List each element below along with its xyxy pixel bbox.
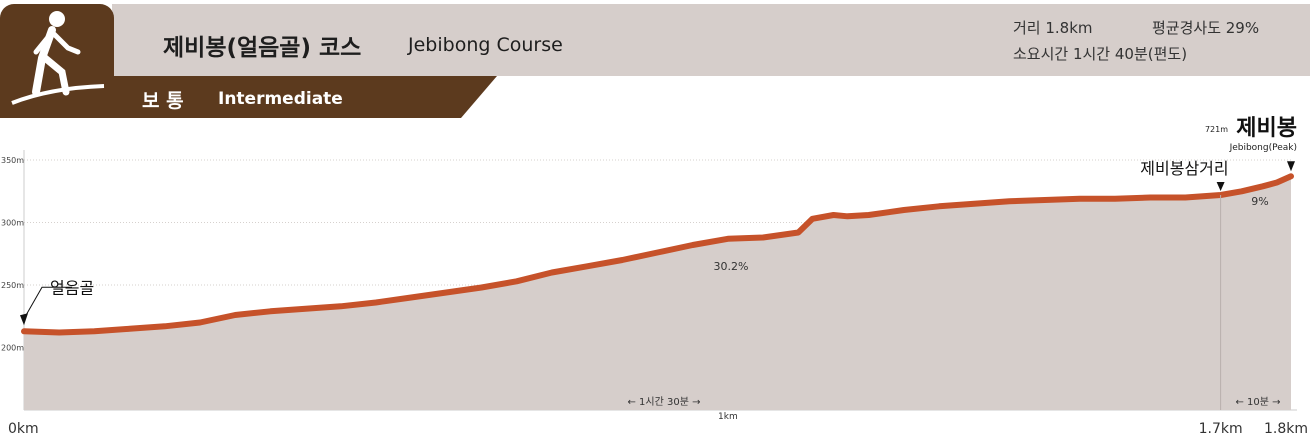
slope-main-label: 30.2%	[714, 260, 749, 273]
elevation-area	[24, 176, 1291, 410]
y-tick-label-250: 250m	[1, 281, 24, 290]
course-title: 제비봉(얼음골) 코스	[163, 35, 362, 61]
y-tick-label-300: 300m	[1, 219, 24, 228]
difficulty-ko: 보 통	[142, 90, 184, 112]
hiker-icon	[11, 11, 105, 105]
banner-background	[112, 4, 1310, 76]
junction-label: 제비봉삼거리	[1140, 159, 1228, 178]
difficulty-en: Intermediate	[218, 89, 343, 109]
peak-elevation: 721m	[1205, 125, 1228, 134]
hiker-icon-box	[0, 4, 114, 118]
x-tick-label-1-7: 1.7km	[1199, 421, 1243, 433]
slope-end-label: 9%	[1251, 195, 1268, 208]
elevation-line	[21, 173, 1294, 336]
avg-slope-info: 평균경사도 29%	[1152, 19, 1260, 37]
x-tick-label-0: 0km	[8, 421, 39, 433]
start-arrow	[20, 313, 28, 326]
time-main-label: ← 1시간 30분 →	[628, 396, 701, 408]
y-tick-label-200: 200m	[1, 344, 24, 353]
start-label: 얼음골	[50, 278, 94, 297]
peak-arrow	[1287, 161, 1295, 172]
x-tick-label-1-8: 1.8km	[1264, 421, 1308, 433]
duration-info: 소요시간 1시간 40분(편도)	[1013, 45, 1188, 63]
y-tick-label-350: 350m	[1, 156, 24, 165]
junction-arrow	[1216, 182, 1225, 191]
difficulty-strip	[0, 76, 497, 118]
peak-name: 제비봉	[1236, 116, 1297, 141]
start-leader	[25, 286, 72, 316]
x-tick-label-1: 1km	[718, 412, 738, 422]
distance-info: 거리 1.8km	[1013, 19, 1093, 37]
course-title-en: Jebibong Course	[408, 34, 563, 56]
peak-name-en: Jebibong(Peak)	[1229, 143, 1297, 153]
course-banner: 제비봉(얼음골) 코스 Jebibong Course 보 통 Intermed…	[0, 0, 1310, 118]
time-end-label: ← 10분 →	[1235, 396, 1280, 408]
